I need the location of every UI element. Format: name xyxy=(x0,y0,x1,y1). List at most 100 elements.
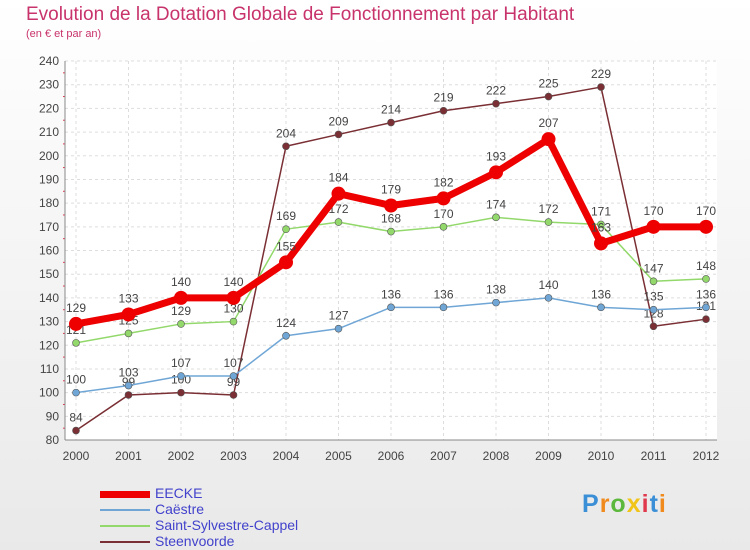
data-point xyxy=(439,303,448,312)
data-label: 219 xyxy=(433,91,453,105)
x-tick-label: 2007 xyxy=(430,449,457,463)
data-point xyxy=(229,391,238,399)
y-tick-label: 190 xyxy=(39,172,59,186)
legend-swatch xyxy=(100,509,150,511)
data-point xyxy=(279,255,293,270)
data-point xyxy=(597,83,605,91)
data-point xyxy=(649,322,658,331)
data-point xyxy=(177,320,185,328)
data-label: 135 xyxy=(643,290,663,304)
data-point xyxy=(436,191,451,206)
data-label: 163 xyxy=(591,220,611,234)
data-label: 168 xyxy=(381,212,401,226)
x-tick-label: 2002 xyxy=(168,449,195,463)
y-tick-label: 220 xyxy=(39,101,59,115)
logo-letter: i xyxy=(658,490,667,518)
x-tick-label: 2009 xyxy=(535,449,562,463)
y-tick-label: 230 xyxy=(39,78,59,92)
x-tick-label: 2006 xyxy=(378,449,405,463)
data-point xyxy=(177,388,185,397)
data-label: 100 xyxy=(66,373,86,387)
data-label: 207 xyxy=(538,116,558,130)
data-point xyxy=(72,426,80,435)
data-point xyxy=(544,294,553,302)
data-point xyxy=(331,186,346,201)
y-tick-label: 120 xyxy=(39,338,59,352)
data-point xyxy=(702,275,710,283)
data-label: 140 xyxy=(171,275,191,289)
data-label: 99 xyxy=(227,375,241,389)
x-tick-label: 2010 xyxy=(588,449,615,463)
data-label: 179 xyxy=(381,182,401,196)
y-tick-label: 150 xyxy=(39,267,59,281)
data-label: 138 xyxy=(486,283,506,297)
data-label: 170 xyxy=(643,204,663,218)
data-point xyxy=(646,219,661,234)
data-label: 184 xyxy=(328,171,348,185)
data-label: 136 xyxy=(696,287,716,301)
data-label: 204 xyxy=(276,126,296,140)
data-point xyxy=(72,339,80,347)
data-label: 129 xyxy=(171,304,191,318)
data-point xyxy=(229,372,238,380)
data-label: 214 xyxy=(381,103,401,117)
logo-letter: o xyxy=(610,490,627,518)
data-label: 225 xyxy=(538,77,558,91)
data-point xyxy=(594,236,608,251)
data-point xyxy=(124,391,133,399)
data-point xyxy=(334,218,343,226)
y-tick-label: 170 xyxy=(39,220,59,234)
data-point xyxy=(334,130,343,139)
data-label: 229 xyxy=(591,67,611,81)
data-label: 107 xyxy=(171,356,191,370)
logo-letter: x xyxy=(626,490,642,518)
data-label: 124 xyxy=(276,316,296,330)
data-label: 107 xyxy=(223,356,243,370)
data-point xyxy=(282,225,290,233)
data-label: 136 xyxy=(591,287,611,301)
data-point xyxy=(699,219,713,234)
data-point xyxy=(226,290,241,305)
data-label: 170 xyxy=(696,204,716,218)
legend-swatch xyxy=(100,525,150,527)
data-label: 155 xyxy=(276,239,296,253)
legend-label: Steenvoorde xyxy=(155,533,235,549)
data-point xyxy=(649,277,658,286)
legend-swatch xyxy=(100,490,150,498)
data-point xyxy=(387,303,395,312)
x-tick-label: 2000 xyxy=(63,449,90,463)
legend-swatch xyxy=(100,541,150,543)
x-tick-label: 2005 xyxy=(325,449,352,463)
data-point xyxy=(492,298,500,307)
data-point xyxy=(282,142,290,151)
series-4: 849910099204209214219222225229128131 xyxy=(69,67,716,435)
logo-letter: i xyxy=(641,490,650,518)
data-point xyxy=(229,317,238,326)
logo-letter: t xyxy=(649,490,659,518)
data-label: 140 xyxy=(223,275,243,289)
data-label: 140 xyxy=(538,278,558,292)
data-label: 171 xyxy=(591,204,611,218)
data-point xyxy=(492,99,500,108)
data-point xyxy=(492,213,500,222)
data-point xyxy=(282,331,290,340)
data-point xyxy=(439,106,448,115)
x-tick-label: 2012 xyxy=(693,449,720,463)
x-tick-label: 2001 xyxy=(115,449,142,463)
series-3: 121125129130169172168170174172171147148 xyxy=(66,197,716,347)
legend-label: Caëstre xyxy=(155,501,205,517)
data-label: 148 xyxy=(696,259,716,273)
data-point xyxy=(597,303,605,312)
data-point xyxy=(384,198,398,213)
legend-label: Saint-Sylvestre-Cappel xyxy=(155,517,299,533)
data-label: 209 xyxy=(328,114,348,128)
x-tick-label: 2003 xyxy=(220,449,247,463)
logo-letter: r xyxy=(599,490,611,518)
data-label: 147 xyxy=(643,261,663,275)
data-point xyxy=(387,118,395,127)
data-point xyxy=(72,388,80,397)
data-point xyxy=(597,220,605,229)
data-point xyxy=(544,218,553,226)
